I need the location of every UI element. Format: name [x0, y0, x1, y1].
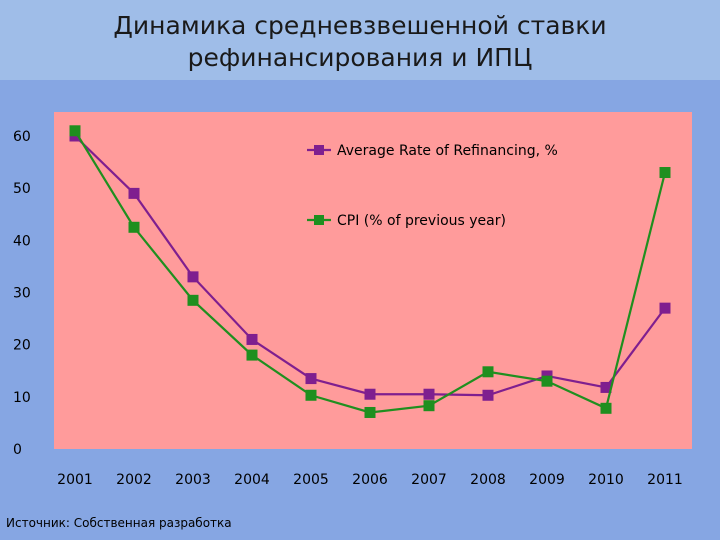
y-axis-ticks: 0 10 20 30 40 50 60 [13, 129, 31, 458]
data-point-series-1 [364, 388, 376, 400]
legend-marker-2 [314, 215, 324, 225]
y-tick-label: 60 [13, 129, 31, 145]
legend-marker-1 [314, 145, 324, 155]
x-tick-label: 2002 [116, 472, 152, 488]
legend-label-2: CPI (% of previous year) [337, 213, 506, 229]
data-point-series-2 [69, 125, 81, 137]
legend: Average Rate of Refinancing, % CPI (% of … [307, 143, 558, 229]
y-tick-label: 20 [13, 338, 31, 354]
series-layer [69, 125, 671, 418]
data-point-series-2 [541, 375, 553, 387]
y-tick-label: 10 [13, 390, 31, 406]
x-tick-label: 2001 [57, 472, 93, 488]
data-point-series-1 [423, 388, 435, 400]
x-tick-label: 2009 [529, 472, 565, 488]
y-tick-label: 40 [13, 233, 31, 249]
data-point-series-2 [187, 294, 199, 306]
x-tick-label: 2010 [588, 472, 624, 488]
data-point-series-2 [482, 366, 494, 378]
x-tick-label: 2004 [234, 472, 270, 488]
data-point-series-2 [423, 400, 435, 412]
y-tick-label: 30 [13, 286, 31, 302]
y-tick-label: 0 [13, 442, 22, 458]
legend-label-1: Average Rate of Refinancing, % [337, 143, 558, 159]
data-point-series-1 [482, 389, 494, 401]
source-note: Источник: Собственная разработка [6, 516, 232, 530]
data-point-series-1 [246, 333, 258, 345]
data-point-series-1 [659, 302, 671, 314]
data-point-series-2 [305, 389, 317, 401]
data-point-series-2 [600, 402, 612, 414]
x-tick-label: 2003 [175, 472, 211, 488]
x-axis-ticks: 2001 2002 2003 2004 2005 2006 2007 2008 2009 2010… [57, 472, 683, 488]
data-point-series-1 [128, 187, 140, 199]
data-point-series-2 [128, 221, 140, 233]
data-point-series-1 [305, 373, 317, 385]
data-point-series-2 [659, 167, 671, 179]
x-tick-label: 2006 [352, 472, 388, 488]
x-tick-label: 2011 [647, 472, 683, 488]
x-tick-label: 2008 [470, 472, 506, 488]
slide-title-line1: Динамика средневзвешенной ставки рефинан… [113, 11, 607, 72]
data-point-series-2 [364, 406, 376, 418]
slide-title: Динамика средневзвешенной ставки рефинан… [0, 10, 720, 106]
x-tick-label: 2005 [293, 472, 329, 488]
x-tick-label: 2007 [411, 472, 447, 488]
data-point-series-2 [246, 349, 258, 361]
y-tick-label: 50 [13, 181, 31, 197]
data-point-series-1 [187, 271, 199, 283]
title-band [0, 0, 720, 80]
